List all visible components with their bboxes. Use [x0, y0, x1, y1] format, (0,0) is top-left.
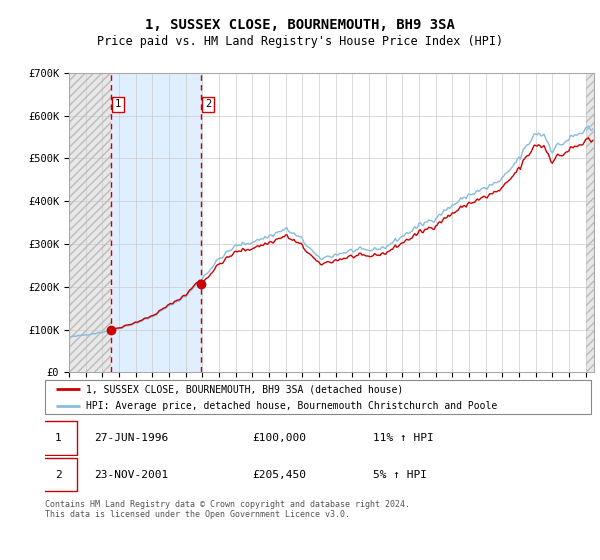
Text: £205,450: £205,450 — [253, 470, 307, 479]
Text: 1: 1 — [55, 433, 61, 443]
Bar — [69, 73, 110, 372]
Text: Contains HM Land Registry data © Crown copyright and database right 2024.
This d: Contains HM Land Registry data © Crown c… — [45, 500, 410, 519]
Text: 1: 1 — [115, 99, 121, 109]
Text: 27-JUN-1996: 27-JUN-1996 — [94, 433, 169, 443]
Bar — [586, 73, 594, 372]
FancyBboxPatch shape — [45, 380, 591, 414]
Text: £100,000: £100,000 — [253, 433, 307, 443]
Bar — [69, 73, 110, 372]
Text: 2: 2 — [205, 99, 211, 109]
Text: 5% ↑ HPI: 5% ↑ HPI — [373, 470, 427, 479]
Text: 2: 2 — [55, 470, 61, 479]
Text: 23-NOV-2001: 23-NOV-2001 — [94, 470, 169, 479]
Text: 1, SUSSEX CLOSE, BOURNEMOUTH, BH9 3SA (detached house): 1, SUSSEX CLOSE, BOURNEMOUTH, BH9 3SA (d… — [86, 384, 403, 394]
FancyBboxPatch shape — [40, 422, 77, 455]
Text: 11% ↑ HPI: 11% ↑ HPI — [373, 433, 433, 443]
Text: 1, SUSSEX CLOSE, BOURNEMOUTH, BH9 3SA: 1, SUSSEX CLOSE, BOURNEMOUTH, BH9 3SA — [145, 18, 455, 32]
Bar — [110, 73, 200, 372]
Text: HPI: Average price, detached house, Bournemouth Christchurch and Poole: HPI: Average price, detached house, Bour… — [86, 401, 497, 410]
Bar — [586, 73, 594, 372]
FancyBboxPatch shape — [40, 458, 77, 491]
Text: Price paid vs. HM Land Registry's House Price Index (HPI): Price paid vs. HM Land Registry's House … — [97, 35, 503, 49]
